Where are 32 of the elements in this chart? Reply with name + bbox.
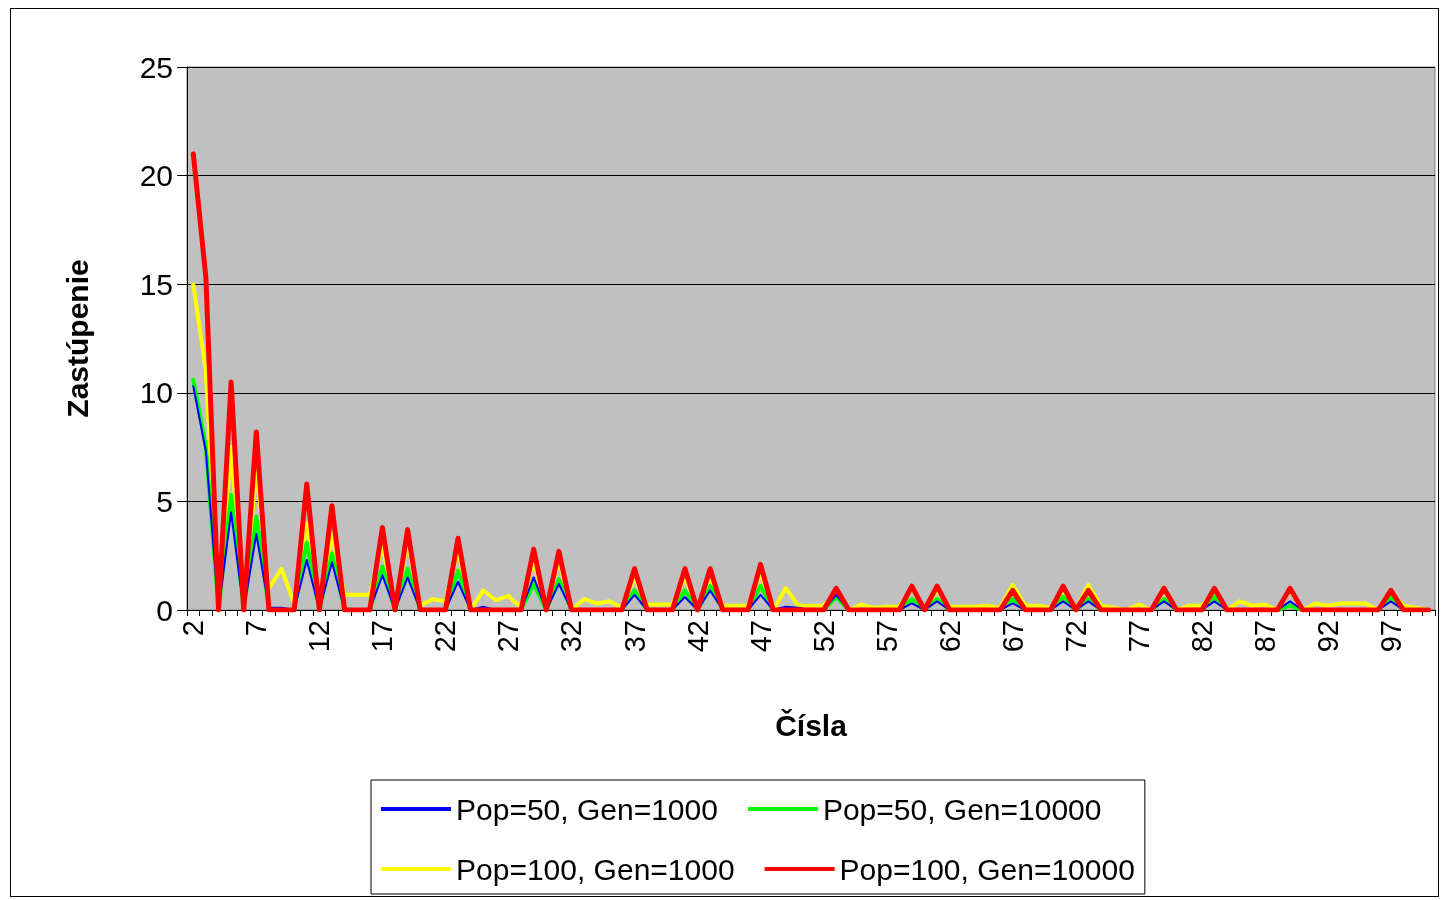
legend-label: Pop=100, Gen=10000 [839,852,1135,886]
x-tick-label: 82 [1185,620,1218,653]
x-tick-label: 22 [429,620,462,653]
x-tick-label: 47 [744,620,777,653]
x-tick-label: 37 [618,620,651,653]
x-tick-label: 92 [1311,620,1344,653]
legend-label: Pop=50, Gen=10000 [822,792,1102,826]
legend-label: Pop=100, Gen=1000 [456,852,735,886]
x-tick-label: 27 [492,620,525,653]
x-tick-label: 2 [177,620,210,637]
y-tick-label: 5 [156,484,173,518]
y-tick-label: 10 [139,376,173,410]
x-tick-label: 42 [681,620,714,653]
x-tick-label: 77 [1122,620,1155,653]
y-tick-label: 20 [139,159,173,193]
legend-label: Pop=50, Gen=1000 [456,792,718,826]
x-tick-label: 7 [240,620,273,637]
x-tick-label: 17 [366,620,399,653]
x-tick-label: 87 [1248,620,1281,653]
x-tick-label: 72 [1059,620,1092,653]
y-tick-label: 0 [156,593,173,627]
x-tick-label: 57 [870,620,903,653]
x-tick-label: 12 [303,620,336,653]
x-axis-title: Čísla [775,708,848,742]
y-tick-label: 15 [139,267,173,301]
x-tick-label: 32 [555,620,588,653]
x-tick-label: 62 [933,620,966,653]
y-tick-label: 25 [139,50,173,84]
x-tick-label: 67 [996,620,1029,653]
x-tick-label: 97 [1374,620,1407,653]
y-axis-title: Zastúpenie [60,259,94,418]
x-tick-label: 52 [807,620,840,653]
